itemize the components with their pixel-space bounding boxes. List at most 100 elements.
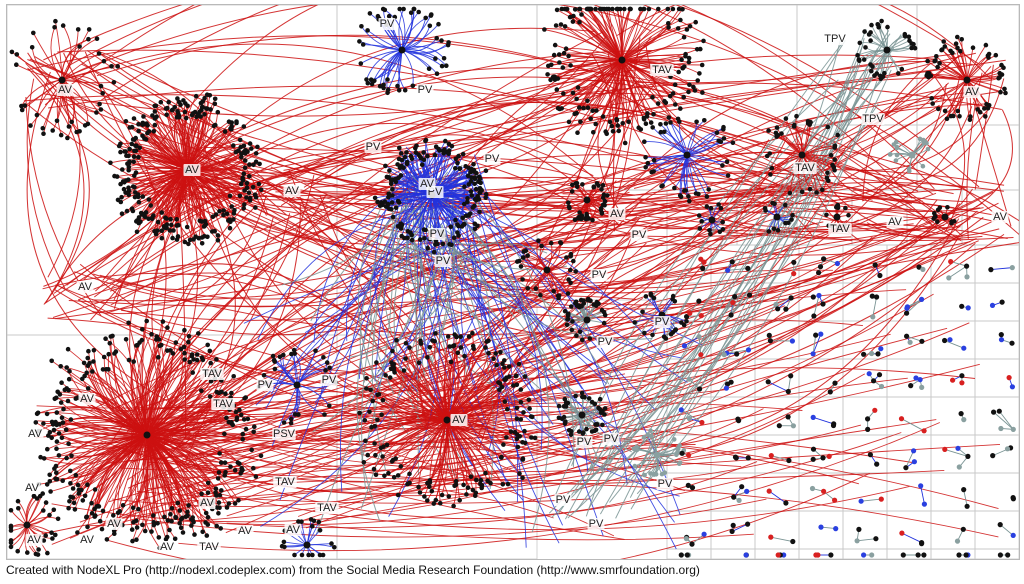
caption: Created with NodeXL Pro (http://nodexl.c… [6,563,700,577]
node [961,345,967,351]
node-label-pv: PV [378,18,396,30]
node [820,187,825,192]
node [882,70,887,76]
edge [771,455,790,461]
node [141,114,146,119]
node [526,397,532,403]
node [40,126,46,131]
node [172,104,177,110]
label-text: AV [420,178,435,190]
node [372,195,378,201]
node [401,368,407,373]
node [174,223,180,228]
node [363,438,368,444]
edge [186,98,206,171]
node [921,428,927,434]
node [731,494,737,500]
node [173,514,178,520]
node [615,123,621,128]
node [919,296,925,302]
edge [470,188,519,503]
edge [813,416,834,425]
node [216,511,221,516]
node [810,414,816,420]
node [129,527,135,532]
node [136,506,141,512]
node [563,404,569,409]
node [120,167,125,172]
node [776,423,782,429]
edge [684,336,700,347]
node [51,507,57,513]
edge [68,51,578,192]
node [517,471,522,476]
node [854,538,860,544]
edge [367,30,403,51]
node [693,19,698,25]
node-label-av: AV [105,518,123,530]
node [697,71,702,76]
node [213,122,218,128]
node [380,398,386,403]
label-background [364,141,382,153]
node [249,146,254,151]
node [561,50,567,56]
node [167,527,172,533]
node [15,548,20,554]
node [579,390,585,396]
hub-node [798,151,806,159]
node [396,88,402,93]
node [386,206,392,211]
node [671,437,677,442]
edge [178,422,940,552]
node [879,383,885,390]
node [720,219,725,225]
node [686,89,691,95]
node [484,339,490,344]
node [216,470,222,475]
edge [401,14,432,51]
node [465,196,470,201]
node [873,536,879,542]
edge [790,143,1019,222]
node [681,343,688,349]
node [643,165,648,170]
node [164,112,169,118]
node [119,211,125,216]
label-text: PV [658,478,673,490]
node [950,377,956,383]
node [483,470,488,476]
edge [621,8,674,61]
node [470,205,476,210]
node [97,518,103,524]
node [407,480,412,486]
label-text: PV [598,336,613,348]
node [281,539,287,545]
node [448,359,454,365]
node [869,68,874,74]
label-background [78,534,96,546]
node [488,480,493,486]
node [574,333,579,338]
node [189,517,194,522]
node [129,124,135,130]
node [469,193,475,198]
node [45,550,50,556]
node [217,208,222,214]
node [425,153,430,159]
node [33,420,39,425]
node [41,508,46,513]
edge [420,340,448,421]
edge [145,434,154,516]
node [686,59,692,65]
node [186,339,191,345]
node [177,508,183,513]
node [899,66,905,72]
node [683,536,690,542]
node [673,102,678,107]
node [232,501,238,506]
edge [435,226,613,378]
hub-node [908,151,916,159]
node [184,224,190,230]
node [775,306,781,312]
